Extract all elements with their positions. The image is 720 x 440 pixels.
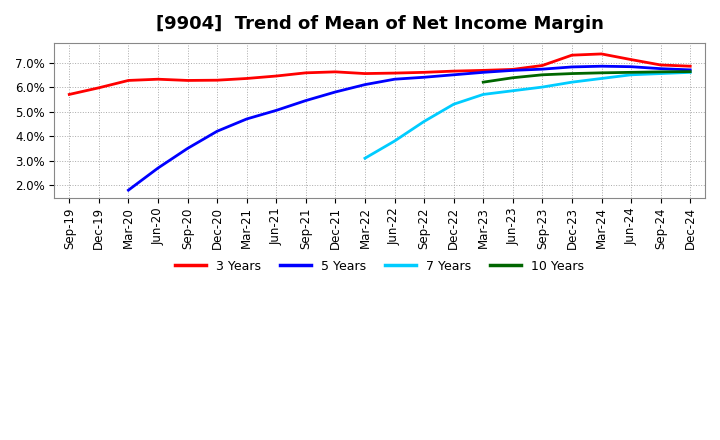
5 Years [124,187,132,193]
3 Years [94,85,103,91]
5 Years [243,116,251,121]
10 Years [657,69,665,74]
7 Years [508,88,517,93]
10 Years [508,75,517,81]
3 Years [243,76,251,81]
7 Years [538,84,546,90]
3 Years [302,70,310,76]
3 Years [626,57,635,62]
5 Years [272,108,281,113]
7 Years [626,72,635,77]
5 Years [183,146,192,151]
3 Years [479,68,487,73]
5 Years [390,77,399,82]
5 Years [626,64,635,70]
5 Years [302,98,310,103]
3 Years [538,63,546,68]
7 Years [686,70,695,75]
5 Years [508,68,517,73]
7 Years [361,156,369,161]
7 Years [390,139,399,144]
7 Years [420,119,428,124]
3 Years [508,67,517,72]
Line: 7 Years: 7 Years [365,72,690,158]
3 Years [124,78,132,83]
5 Years [420,75,428,80]
5 Years [361,82,369,87]
3 Years [567,52,576,58]
Line: 5 Years: 5 Years [128,66,690,190]
3 Years [597,51,606,57]
Line: 3 Years: 3 Years [69,54,690,95]
5 Years [686,67,695,73]
3 Years [420,70,428,75]
10 Years [538,72,546,77]
3 Years [65,92,73,97]
5 Years [657,66,665,71]
Title: [9904]  Trend of Mean of Net Income Margin: [9904] Trend of Mean of Net Income Margi… [156,15,603,33]
5 Years [597,63,606,69]
3 Years [331,69,340,74]
5 Years [479,70,487,75]
3 Years [183,78,192,83]
5 Years [153,165,162,171]
Line: 10 Years: 10 Years [483,72,690,82]
7 Years [449,102,458,107]
3 Years [213,77,222,83]
10 Years [597,70,606,76]
5 Years [567,64,576,70]
7 Years [567,80,576,85]
5 Years [538,66,546,72]
5 Years [213,128,222,134]
10 Years [626,70,635,75]
10 Years [567,71,576,76]
7 Years [597,76,606,81]
3 Years [686,63,695,69]
3 Years [657,62,665,68]
7 Years [479,92,487,97]
5 Years [331,89,340,95]
10 Years [479,80,487,85]
10 Years [686,69,695,74]
7 Years [657,71,665,76]
3 Years [390,70,399,76]
3 Years [272,73,281,79]
3 Years [449,69,458,74]
3 Years [153,77,162,82]
5 Years [449,72,458,77]
Legend: 3 Years, 5 Years, 7 Years, 10 Years: 3 Years, 5 Years, 7 Years, 10 Years [170,255,590,278]
3 Years [361,71,369,76]
